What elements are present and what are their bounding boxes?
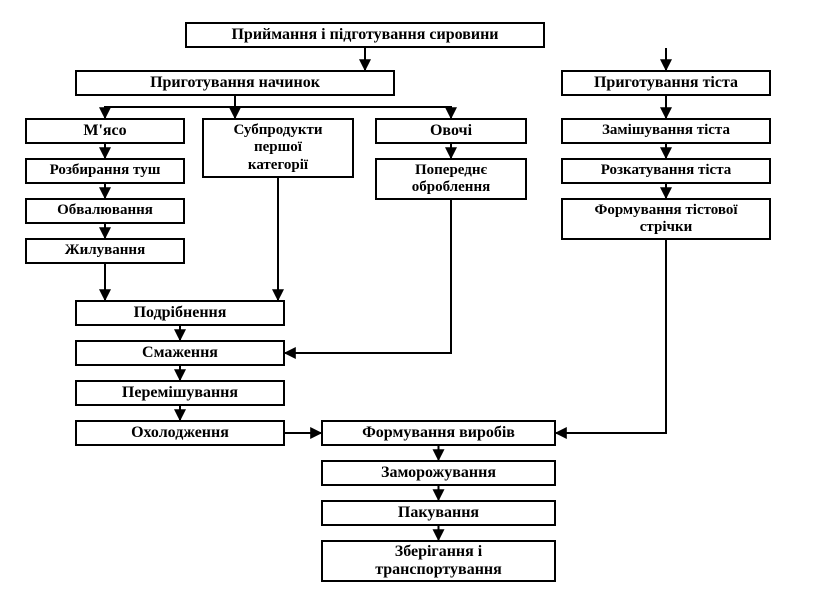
node-cut_carcass: Розбирання туш (25, 158, 185, 184)
node-dough_strip: Формування тістової стрічки (561, 198, 771, 240)
node-fillings: Приготування начинок (75, 70, 395, 96)
node-dough_prep: Приготування тіста (561, 70, 771, 96)
node-forming: Формування виробів (321, 420, 556, 446)
node-vegetables: Овочі (375, 118, 527, 144)
node-dough_roll: Розкатування тіста (561, 158, 771, 184)
node-packing: Пакування (321, 500, 556, 526)
node-dough_mix: Замішування тіста (561, 118, 771, 144)
node-intake: Приймання і підготування сировини (185, 22, 545, 48)
node-meat: М'ясо (25, 118, 185, 144)
node-byproducts: Субпродукти першої категорії (202, 118, 354, 178)
node-storage: Зберігання і транспортування (321, 540, 556, 582)
node-cooling: Охолодження (75, 420, 285, 446)
node-mixing: Перемішування (75, 380, 285, 406)
node-frying: Смаження (75, 340, 285, 366)
node-trimming: Жилування (25, 238, 185, 264)
node-grinding: Подрібнення (75, 300, 285, 326)
node-freezing: Заморожування (321, 460, 556, 486)
node-pre_process: Попереднє оброблення (375, 158, 527, 200)
node-deboning: Обвалювання (25, 198, 185, 224)
